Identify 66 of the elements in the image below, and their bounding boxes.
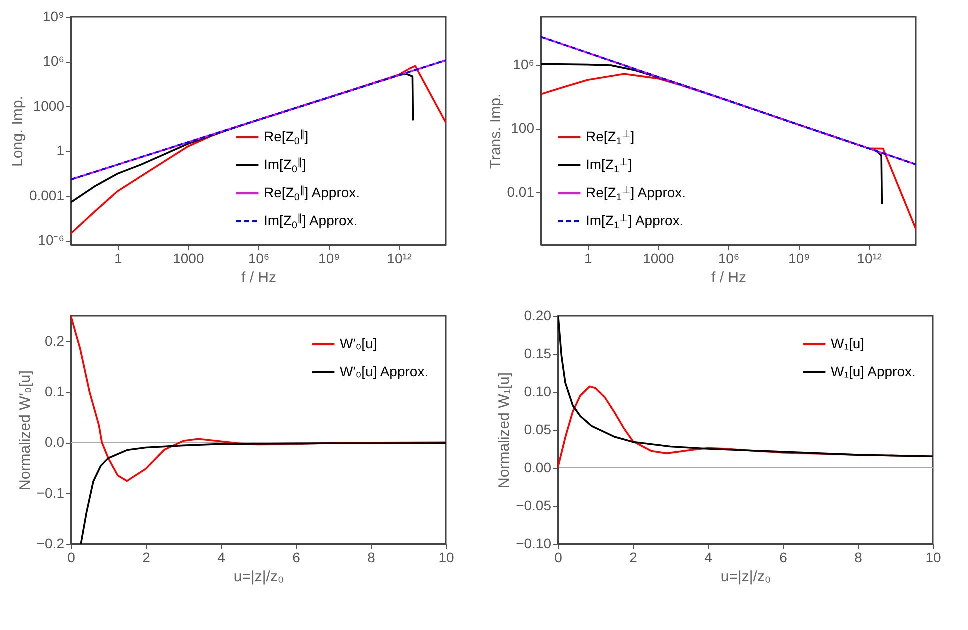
- x-axis-title: f / Hz: [241, 270, 277, 286]
- x-tick-label: 1: [114, 250, 122, 266]
- x-tick-label: 8: [854, 550, 863, 566]
- y-axis-title: Normalized W₁[u]: [496, 372, 514, 488]
- y-tick-label: 0.2: [45, 332, 65, 349]
- x-tick-label: 1: [584, 250, 592, 266]
- x-tick-label: 10⁶: [248, 250, 270, 266]
- line-series: [558, 316, 933, 458]
- y-tick-label: 0.20: [524, 308, 552, 324]
- x-tick-label: 10⁹: [318, 250, 340, 266]
- x-tick-label: 6: [780, 550, 788, 566]
- y-tick-label: 0.15: [524, 346, 552, 362]
- legend-label: Re[Z$_{1}$$^{⊥}$]: [586, 128, 635, 147]
- x-tick-label: 1000: [173, 250, 204, 266]
- legend-label: Re[Z$_{1}$$^{⊥}$] Approx.: [586, 184, 686, 203]
- y-axis-title: Normalized W′₀[u]: [16, 370, 34, 490]
- y-tick-label: −0.05: [516, 498, 552, 514]
- y-axis-title: Long. Imp.: [9, 96, 26, 167]
- y-tick-label: 0.05: [524, 422, 552, 438]
- x-tick-label: 8: [368, 550, 376, 566]
- x-tick-label: 1000: [643, 250, 674, 266]
- y-tick-label: 10⁻⁶: [38, 232, 64, 248]
- legend-label: Im[Z$_{0}$$^{∥}$] Approx.: [264, 212, 358, 231]
- legend-label: Re[Z$_{0}$$^{∥}$] Approx.: [264, 184, 360, 203]
- x-tick-label: 10⁶: [718, 250, 740, 266]
- y-tick-label: 0.00: [524, 460, 552, 476]
- legend-label: W₁[u]: [831, 336, 865, 352]
- legend-label: Im[Z$_{1}$$^{⊥}$] Approx.: [586, 212, 684, 231]
- legend-label: W₁[u] Approx.: [831, 364, 916, 380]
- legend-label: Im[Z$_{0}$$^{∥}$]: [264, 156, 306, 175]
- line-series: [80, 442, 446, 544]
- y-tick-label: 10⁶: [43, 53, 64, 70]
- y-tick-label: 0.01: [507, 184, 535, 200]
- x-tick-label: 10¹²: [387, 250, 412, 266]
- x-tick-label: 2: [142, 550, 151, 566]
- line-series: [71, 316, 446, 482]
- x-tick-label: 10¹²: [857, 250, 882, 266]
- y-tick-label: 10⁹: [42, 8, 64, 24]
- x-axis-title: f / Hz: [711, 270, 747, 286]
- y-tick-label: 1: [56, 142, 65, 159]
- y-tick-label: 0.10: [524, 384, 552, 400]
- x-tick-label: 4: [218, 550, 226, 566]
- x-tick-label: 0: [554, 550, 563, 566]
- y-tick-label: −0.2: [36, 536, 65, 552]
- legend-label: Re[Z$_{0}$$^{∥}$]: [264, 128, 309, 147]
- y-tick-label: −0.10: [516, 536, 552, 552]
- y-tick-label: 100: [511, 120, 535, 136]
- legend-label: Im[Z$_{1}$$^{⊥}$]: [586, 156, 632, 175]
- y-tick-label: 0.001: [29, 187, 65, 204]
- x-axis-title: u=|z|/z₀: [720, 568, 772, 586]
- y-tick-label: 10⁶: [513, 56, 534, 72]
- x-tick-label: 6: [292, 550, 301, 566]
- legend-label: W′₀[u]: [340, 336, 378, 352]
- y-tick-label: 0.0: [45, 434, 65, 450]
- x-tick-label: 0: [68, 550, 76, 566]
- x-tick-label: 4: [704, 550, 713, 566]
- legend-label: W′₀[u] Approx.: [340, 364, 429, 380]
- x-tick-label: 2: [630, 550, 638, 566]
- y-axis-title: Trans. Imp.: [487, 94, 504, 170]
- x-tick-label: 10: [926, 550, 942, 566]
- x-tick-label: 10⁹: [788, 250, 810, 266]
- y-tick-label: −0.1: [36, 484, 65, 501]
- x-axis-title: u=|z|/z₀: [234, 568, 284, 586]
- y-tick-label: 1000: [33, 98, 65, 114]
- y-tick-label: 0.1: [45, 384, 65, 400]
- x-tick-label: 10: [438, 550, 454, 566]
